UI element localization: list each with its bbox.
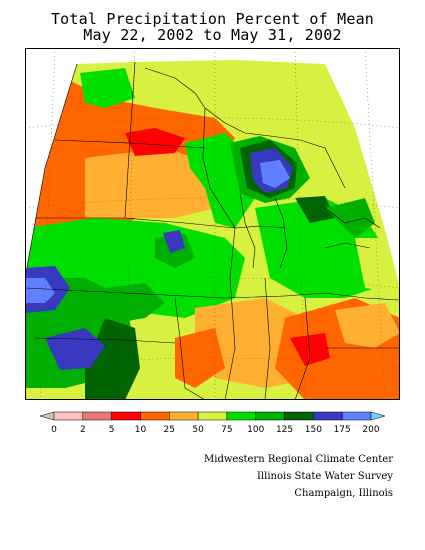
legend-label: 150: [305, 425, 322, 435]
legend-label: 25: [164, 425, 175, 435]
legend-label: 10: [135, 425, 147, 435]
state-borders: [25, 61, 400, 400]
legend-label: 2: [80, 425, 86, 435]
legend-label: 0: [51, 425, 57, 435]
credit-location: Champaign, Illinois: [294, 488, 393, 499]
legend-label: 100: [247, 425, 264, 435]
credit-survey: Illinois State Water Survey: [256, 471, 393, 482]
color-legend: 0 2 5 10 25 50 75 100 125 150 175 200: [40, 411, 385, 435]
legend-swatch: [341, 411, 372, 421]
map-date-range: May 22, 2002 to May 31, 2002: [83, 26, 342, 44]
legend-swatch: [53, 411, 84, 421]
legend-label: 75: [221, 425, 232, 435]
legend-label: 200: [362, 425, 379, 435]
legend-label: 50: [192, 425, 204, 435]
precipitation-map: [25, 48, 400, 400]
graticule: [25, 48, 400, 400]
legend-swatch: [111, 411, 141, 421]
coastlines: [144, 67, 381, 269]
credit-center: Midwestern Regional Climate Center: [204, 454, 393, 465]
legend-label: 175: [334, 425, 351, 435]
legend-swatch: [284, 411, 314, 421]
legend-swatch: [169, 411, 199, 421]
legend-swatch: [255, 411, 285, 421]
legend-arrow-high: [370, 411, 385, 421]
legend-swatch: [313, 411, 343, 421]
precipitation-fill: [25, 60, 400, 400]
legend-swatch: [226, 411, 256, 421]
map-title: Total Precipitation Percent of Mean: [50, 10, 375, 28]
legend-arrow-low: [40, 411, 55, 421]
legend-swatch: [140, 411, 170, 421]
legend-label: 5: [109, 425, 115, 435]
legend-swatch: [197, 411, 228, 421]
legend-swatch: [82, 411, 112, 421]
legend-label: 125: [276, 425, 293, 435]
